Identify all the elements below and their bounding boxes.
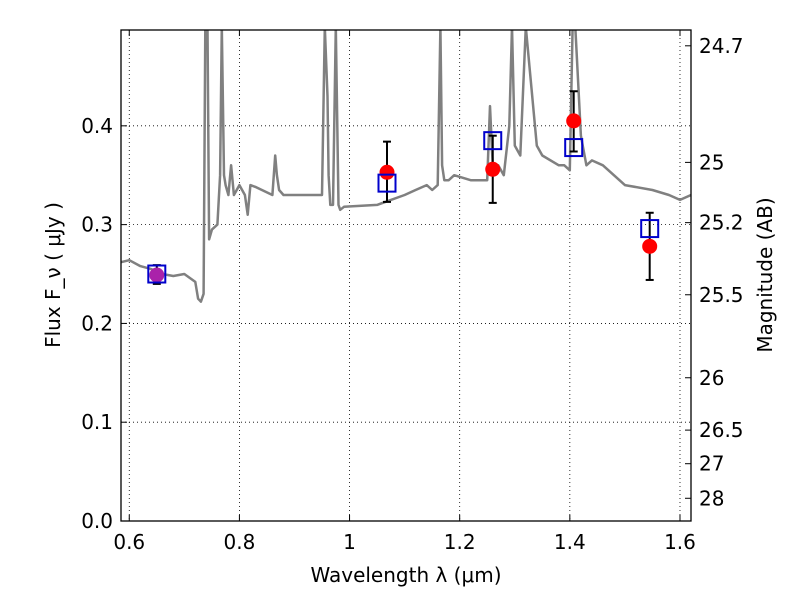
right-tick-label: 26 bbox=[699, 366, 724, 390]
marker-layer bbox=[147, 113, 660, 284]
model-square bbox=[147, 264, 167, 284]
flux-point bbox=[485, 161, 501, 177]
right-tick-label: 25.2 bbox=[699, 211, 744, 235]
ticks bbox=[121, 30, 691, 522]
spectrum-layer bbox=[121, 30, 691, 303]
y-tick-label: 0.4 bbox=[81, 114, 113, 138]
plot-frame bbox=[120, 29, 692, 522]
y-tick-label: 0.2 bbox=[81, 311, 113, 335]
right-tick-label: 26.5 bbox=[699, 418, 744, 442]
grid bbox=[121, 30, 691, 522]
model-square bbox=[640, 219, 660, 239]
flux-point bbox=[642, 238, 658, 254]
model-square bbox=[377, 173, 397, 193]
y-tick-label: 0.1 bbox=[81, 410, 113, 434]
right-tick-label: 28 bbox=[699, 486, 724, 510]
y-axis-title-left: Flux F_ν ( μJy ) bbox=[41, 202, 65, 348]
model-square bbox=[483, 131, 503, 151]
right-tick-label: 25.5 bbox=[699, 283, 744, 307]
x-tick-label: 0.8 bbox=[223, 530, 255, 554]
right-tick-label: 27 bbox=[699, 452, 724, 476]
x-tick-label: 1.2 bbox=[444, 530, 476, 554]
x-tick-label: 1 bbox=[343, 530, 356, 554]
flux-point bbox=[149, 267, 165, 283]
y-axis-title-right: Magnitude (AB) bbox=[753, 197, 777, 352]
x-tick-label: 1.4 bbox=[554, 530, 586, 554]
tick-labels: 0.6 0.8 1 1.2 1.4 1.6 0.0 0.1 0.2 0.3 0.4 24.7 25 25.… bbox=[81, 34, 743, 554]
right-tick-label: 24.7 bbox=[699, 34, 744, 58]
model-square bbox=[564, 138, 584, 158]
x-axis-title: Wavelength λ (μm) bbox=[310, 563, 501, 587]
y-tick-label: 0.3 bbox=[81, 213, 113, 237]
right-tick-label: 25 bbox=[699, 150, 724, 174]
y-tick-label: 0.0 bbox=[81, 509, 113, 533]
x-tick-label: 1.6 bbox=[664, 530, 696, 554]
spectrum-line bbox=[121, 30, 691, 303]
x-tick-label: 0.6 bbox=[113, 530, 145, 554]
flux-point bbox=[566, 113, 582, 129]
flux-point bbox=[379, 164, 395, 180]
